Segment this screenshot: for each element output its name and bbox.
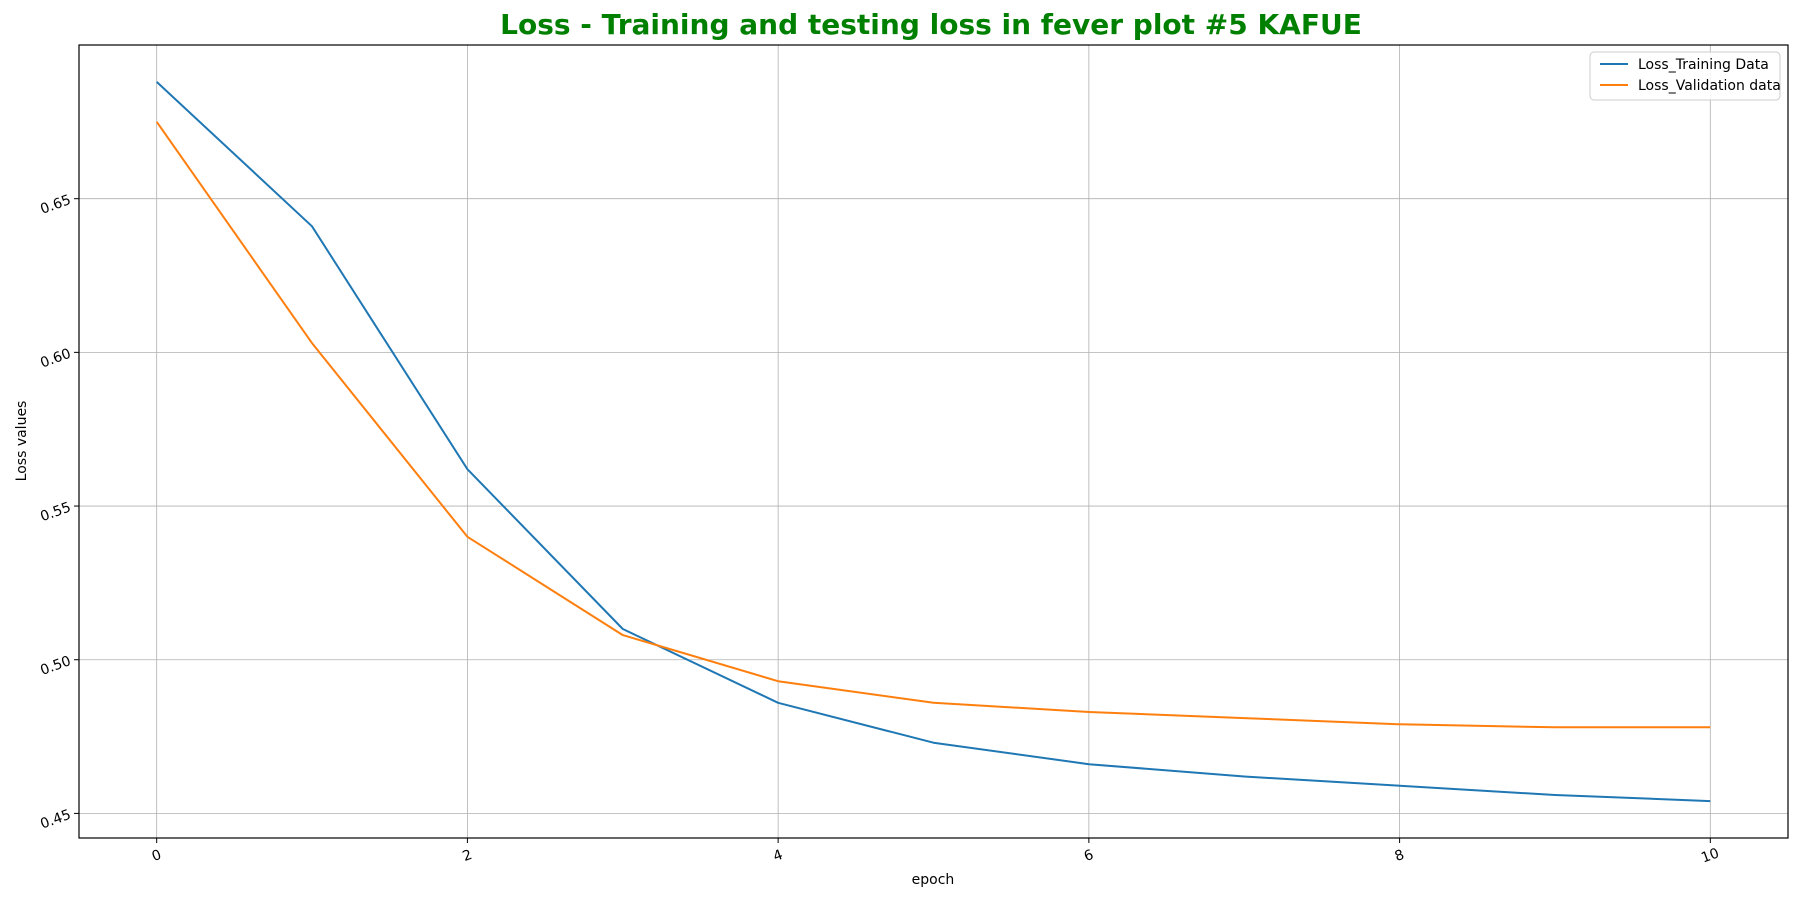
legend-label: Loss_Training Data (1638, 57, 1769, 73)
series-line-validation (155, 121, 1711, 729)
legend-box (1589, 51, 1781, 101)
x-tick-label: 6 (1082, 847, 1096, 865)
x-tick-label: 8 (1393, 847, 1407, 865)
y-tick-label: 0.65 (38, 192, 73, 218)
x-tick-label: 4 (771, 847, 785, 865)
y-axis-label: Loss values (14, 401, 30, 482)
y-tick-label: 0.45 (38, 807, 73, 833)
y-tick-label: 0.50 (38, 653, 73, 679)
x-axis-label: epoch (912, 872, 955, 888)
chart-title: Loss - Training and testing loss in feve… (500, 8, 1362, 41)
plot-frame (78, 44, 1789, 839)
y-tick-label: 0.60 (38, 346, 73, 372)
x-tick-label: 0 (150, 847, 164, 865)
series-lines (155, 81, 1711, 803)
axis-ticks: 0 2 4 6 8 10 0.45 0.50 0.55 0.60 0.65 (38, 192, 1721, 866)
grid (79, 45, 1788, 838)
y-tick-label: 0.55 (38, 499, 73, 525)
legend: Loss_Training Data Loss_Validation data (1589, 51, 1781, 101)
series-line-training (156, 81, 1711, 803)
x-tick-label: 10 (1699, 845, 1721, 866)
x-tick-label: 2 (460, 847, 474, 865)
legend-label: Loss_Validation data (1638, 78, 1781, 94)
